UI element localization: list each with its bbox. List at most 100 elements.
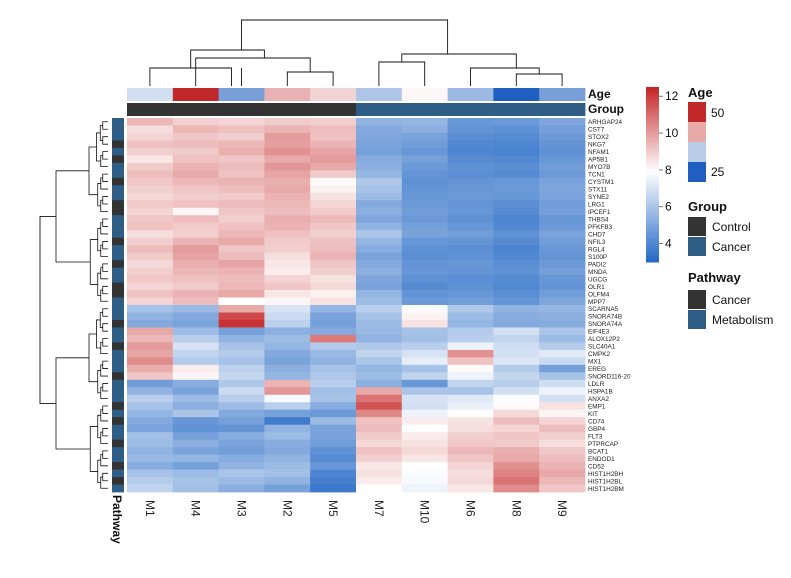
heatmap-cell [447,319,494,328]
heatmap-cell [539,140,586,149]
heatmap-cell [172,327,219,336]
heatmap-cell [218,424,265,433]
heatmap-cell [356,192,403,201]
row-label: HIST1H2BH [588,471,624,478]
heatmap-cell [447,357,494,366]
heatmap-cell [172,439,219,448]
heatmap-cell [539,118,586,126]
pathway-cell [112,364,124,373]
row-label: EMP1 [588,403,606,410]
heatmap-cell [172,162,219,171]
heatmap-cell [401,439,448,448]
heatmap-cell [127,349,174,358]
colorbar-step [646,110,659,114]
heatmap-cell [493,394,540,403]
heatmap-cell [310,267,357,276]
heatmap-cell [539,372,586,381]
dendrogram-branch [190,49,265,68]
heatmap-cell [356,200,403,209]
heatmap-cell [401,342,448,351]
heatmap-cell [356,177,403,186]
heatmap-cell [218,312,265,321]
heatmap-cell [172,469,219,478]
heatmap-cell [218,125,265,134]
pathway-cell [112,275,124,283]
heatmap-cell [493,192,540,201]
heatmap-cell [264,432,311,441]
heatmap-cell [127,334,174,343]
heatmap-cell [127,260,174,268]
heatmap-cell [310,402,357,411]
dendrogram-branch [100,199,108,212]
colorbar-step [646,200,659,205]
colorbar-tick-label: 10 [665,126,679,140]
row-label: EREG [588,366,606,373]
colorbar-step [646,174,659,178]
row-label: PFKFB3 [588,224,613,231]
heatmap-cell [401,222,448,231]
row-label: AP5B1 [588,157,608,164]
heatmap-cell [539,469,586,478]
pathway-cell [112,252,124,261]
heatmap-cell [264,409,311,418]
heatmap-cell [218,230,265,239]
pathway-cell [112,282,124,291]
heatmap-cell [539,297,586,306]
heatmap-cell [447,290,494,298]
heatmap-cell [172,282,219,291]
heatmap-cell [127,447,174,455]
heatmap-cell [127,319,174,328]
heatmap-cell [539,215,586,224]
colorbar-step [646,133,659,138]
legend-pathway-title: Pathway [688,270,742,285]
heatmap-cell [539,364,586,373]
heatmap-cell [539,192,586,201]
row-label: SCARNA5 [588,306,619,313]
heatmap-cell [172,462,219,470]
heatmap-cell [264,170,311,179]
heatmap-cell [493,260,540,268]
heatmap-cell [264,305,311,313]
heatmap-cell [356,349,403,358]
row-label: S100P [588,254,607,261]
heatmap-cell [172,245,219,254]
heatmap-cell [218,185,265,194]
heatmap-cell [539,252,586,261]
row-label: SNORD116-20 [588,374,631,381]
age-cell [127,88,174,101]
heatmap-cell [539,200,586,209]
dendrogram-branch [102,263,108,272]
colorbar-step [646,168,659,173]
heatmap-cell [539,267,586,276]
heatmap-cell [539,439,586,448]
heatmap-cell [493,319,540,328]
heatmap-cell [356,439,403,448]
heatmap-cell [264,147,311,156]
group-cell [310,103,357,116]
colorbar-step [646,212,659,216]
heatmap-cell [264,192,311,201]
heatmap-cell [493,147,540,156]
row-label: ARHGAP24 [588,119,623,126]
heatmap-cell [127,402,174,411]
heatmap-cell [310,207,357,216]
dendrogram-branch [102,428,108,437]
heatmap-cell [172,260,219,268]
heatmap-cell [493,364,540,373]
age-cell [172,88,219,101]
heatmap-cell [264,177,311,186]
dendrogram-branch [102,472,108,482]
heatmap-cell [493,170,540,179]
row-label: BCAT1 [588,448,609,455]
dendrogram-branch [97,183,101,207]
pathway-cell [112,394,124,403]
heatmap-cell [401,454,448,463]
heatmap-cell [493,312,540,321]
heatmap-cell [447,417,494,426]
row-label: MNDA [588,269,608,276]
heatmap-cell [264,207,311,216]
heatmap-cell [401,409,448,418]
colorbar-step [646,235,659,240]
dendrogram-branch [100,289,108,302]
heatmap-cell [447,200,494,209]
